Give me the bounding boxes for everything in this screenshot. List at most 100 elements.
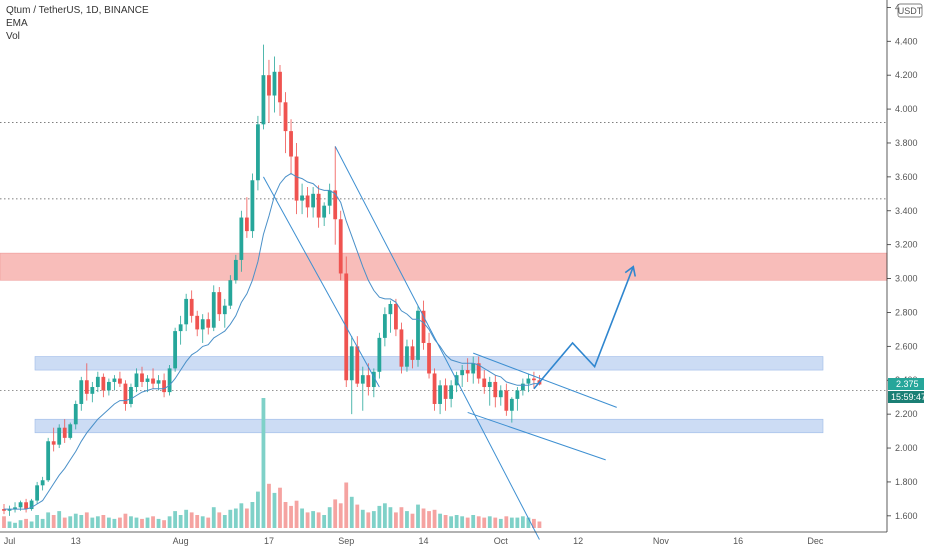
- volume-bar: [256, 491, 260, 528]
- trendline-lower-channel: [467, 411, 606, 461]
- candle: [327, 183, 332, 215]
- time-tick-label: 14: [419, 536, 429, 546]
- candle-body: [217, 292, 222, 315]
- symbol-title[interactable]: Qtum / TetherUS, 1D, BINANCE: [6, 5, 149, 16]
- zone-resistance: [0, 252, 888, 281]
- candle-body: [7, 509, 12, 511]
- candle: [217, 287, 222, 321]
- countdown-badge: 15:59:47: [888, 391, 926, 403]
- volume-bar: [399, 507, 404, 528]
- candle: [360, 366, 365, 411]
- volume-bar: [283, 502, 288, 528]
- volume-bar: [112, 518, 117, 528]
- candle: [394, 298, 398, 337]
- volume-bars: [2, 398, 542, 528]
- candle-body: [101, 376, 106, 391]
- volume-bar: [73, 513, 78, 528]
- volume-bar: [349, 496, 354, 528]
- candle: [46, 437, 51, 482]
- candle-body: [79, 380, 84, 404]
- candle: [13, 502, 17, 513]
- volume-bar: [200, 516, 205, 528]
- candle-body: [68, 424, 73, 438]
- volume-bar: [228, 509, 233, 528]
- candle: [140, 366, 144, 388]
- candle: [338, 210, 343, 281]
- candle: [371, 368, 376, 398]
- ema-indicator-label[interactable]: EMA: [6, 18, 28, 29]
- candle: [493, 375, 498, 408]
- candle: [112, 375, 117, 391]
- candle-body: [2, 509, 6, 511]
- candle: [256, 115, 260, 191]
- candle-body: [267, 75, 271, 96]
- candle-body: [162, 380, 166, 393]
- volume-bar: [316, 512, 321, 528]
- candle: [222, 298, 227, 328]
- volume-bar: [151, 516, 155, 528]
- volume-bar: [156, 518, 161, 528]
- candle: [233, 254, 238, 284]
- candle: [40, 476, 45, 491]
- candle-body: [438, 385, 442, 404]
- candle-body: [443, 385, 448, 399]
- candle-body: [256, 124, 260, 181]
- price-tick-label: 3.400: [895, 206, 918, 216]
- price-tick-label: 1.800: [895, 477, 918, 487]
- candle: [278, 65, 282, 116]
- volume-bar: [13, 522, 17, 528]
- volume-bar: [2, 516, 6, 528]
- candle-body: [18, 502, 23, 508]
- last-price-box: [888, 378, 924, 390]
- volume-bar: [360, 509, 365, 528]
- candle-body: [327, 190, 332, 206]
- candle: [250, 173, 255, 238]
- volume-bar: [239, 503, 244, 528]
- time-tick-label: Aug: [173, 536, 189, 546]
- volume-bar: [206, 517, 211, 528]
- candle: [123, 380, 128, 411]
- price-tick-label: 4.000: [895, 104, 918, 114]
- candle-body: [178, 324, 183, 332]
- candle: [134, 368, 139, 393]
- candle: [228, 275, 233, 310]
- candle: [416, 305, 420, 367]
- candle: [432, 368, 437, 411]
- candle-body: [250, 180, 255, 232]
- candle-body: [195, 315, 200, 330]
- candle: [24, 498, 28, 513]
- time-tick-label: Oct: [494, 536, 509, 546]
- candle: [498, 385, 503, 406]
- candle-body: [24, 502, 28, 510]
- candle-body: [416, 310, 420, 360]
- volume-bar: [460, 516, 465, 528]
- candle-body: [432, 373, 437, 404]
- candle: [504, 383, 509, 416]
- price-tick-label: 1.600: [895, 511, 918, 521]
- candle: [515, 387, 520, 411]
- candle-body: [349, 346, 354, 381]
- price-zones: [0, 252, 888, 434]
- candle-body: [532, 378, 536, 381]
- candle-body: [482, 378, 487, 388]
- price-tick-label: 4.200: [895, 70, 918, 80]
- candle: [68, 422, 73, 440]
- candle-body: [526, 378, 531, 384]
- volume-bar: [333, 499, 338, 528]
- candle: [51, 427, 56, 452]
- candle: [73, 400, 78, 430]
- volume-bar: [173, 511, 178, 528]
- candle-body: [134, 373, 139, 388]
- volume-bar: [140, 518, 144, 528]
- candle: [311, 187, 316, 218]
- volume-bar: [366, 512, 371, 528]
- candle: [344, 256, 349, 388]
- volume-bar: [294, 500, 299, 528]
- candle-body: [129, 387, 133, 404]
- candle-body: [520, 383, 525, 391]
- volume-bar: [272, 492, 277, 528]
- zone-lower-support: [34, 418, 824, 434]
- volume-bar: [24, 518, 28, 528]
- volume-indicator-label[interactable]: Vol: [6, 31, 20, 42]
